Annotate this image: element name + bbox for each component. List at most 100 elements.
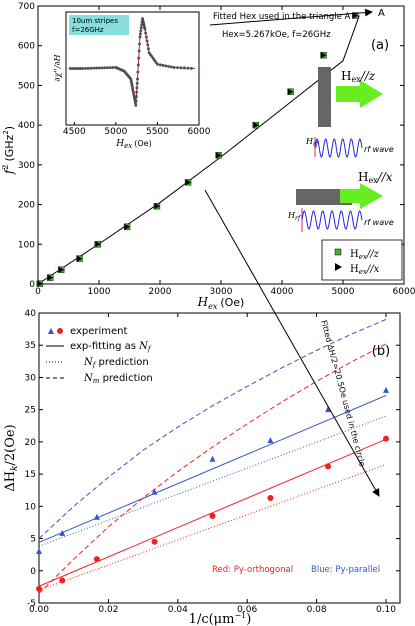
panel-b: 0.00 0.02 0.04 0.06 0.08 0.10 -5 0 5 10 15 20 25 30 35…: [3, 309, 401, 626]
series-line-solid: [38, 438, 387, 587]
point-triangle: [47, 274, 54, 281]
inset-point: [136, 70, 140, 74]
inset-tag-line1: 10um stripes: [72, 17, 118, 25]
x-tick-label: 3000: [210, 287, 233, 297]
inset-point: [103, 66, 107, 70]
inset-point: [89, 66, 93, 70]
b-x-tick-label: 0.06: [237, 605, 257, 615]
inset-point: [144, 31, 148, 35]
inset-point: [134, 103, 138, 107]
experiment-point-red: [267, 494, 274, 501]
point-triangle: [253, 122, 259, 129]
inset-point: [169, 65, 173, 69]
inset-point: [179, 66, 183, 70]
inset-point: [158, 63, 162, 67]
point-triangle: [124, 223, 131, 230]
inset-point: [137, 56, 141, 60]
experiment-point-red: [209, 513, 216, 519]
green-field-arrow-z: [336, 80, 383, 108]
series-line-dashed: [38, 318, 387, 539]
inset-point: [172, 65, 176, 69]
inset-point: [149, 53, 152, 57]
b-y-tick-label: 0: [30, 567, 36, 577]
rf-wave-2: [301, 210, 363, 230]
schematic-hex-x-label: Hex//x: [358, 170, 393, 185]
legend-nf-prediction: Nf prediction: [83, 357, 149, 369]
b-y-tick-label: 30: [25, 373, 37, 383]
b-y-tick-label: 10: [25, 502, 37, 512]
rf-wave-1: [314, 138, 363, 158]
panel-b-tag: (b): [372, 344, 390, 359]
inset-point: [144, 35, 148, 39]
inset-x-tick-label: 5000: [104, 127, 127, 137]
inset-point: [138, 35, 142, 39]
panel-a-legend: Hex//z Hex//x: [321, 239, 403, 281]
panel-a-marks: [36, 12, 360, 287]
panel-a-ylabel: f2(GHz2): [1, 126, 16, 175]
inset-point: [135, 86, 139, 90]
point-triangle: [58, 266, 65, 273]
point-triangle: [154, 203, 160, 210]
series-line-solid: [38, 395, 387, 543]
inset-tag-line2: f=26GHz: [72, 26, 104, 34]
point-triangle: [352, 12, 359, 19]
b-x-tick-label: 0.00: [29, 605, 49, 615]
inset-point: [143, 27, 147, 31]
panel-b-ylabel: ΔHk/2(Oe): [3, 424, 20, 491]
x-tick-label: 0: [35, 287, 41, 297]
inset-point: [153, 59, 157, 62]
inset-point: [136, 77, 139, 81]
y-tick-label: 0: [29, 280, 35, 290]
series-line-dotted: [38, 415, 387, 547]
inset-x-tick-label: 6000: [188, 127, 211, 137]
rf-wave-label-2: rf wave: [364, 218, 394, 227]
rf-wave-label-1: rf wave: [364, 145, 394, 154]
point-a-label: A: [378, 8, 385, 19]
b-y-tick-label: 25: [25, 406, 36, 416]
x-tick-label: 2000: [149, 287, 172, 297]
schematic-hex-z: Hex//z Hrf rf wave: [305, 67, 394, 158]
y-tick-label: 200: [18, 201, 35, 211]
point-triangle: [76, 255, 83, 262]
inset-point: [189, 66, 193, 70]
panel-a-ticks: 0 1000 2000 3000 4000 5000 6000 0 100 200 300 400 50…: [18, 2, 415, 297]
panel-a-annotation-line1: Fitted Hex used in the triangle A: [213, 12, 351, 22]
inset-plot: 4500 5000 5500 6000 10um stripes f=26GHz ∂χ…: [53, 11, 211, 150]
series-line-dashed: [38, 343, 387, 594]
legend-marker-triangle: [335, 263, 342, 271]
inset-point: [146, 47, 150, 51]
inset-point: [111, 66, 115, 69]
y-tick-label: 600: [18, 42, 35, 52]
inset-ylabel: ∂χ''/∂H: [53, 53, 62, 81]
inset-point: [139, 29, 143, 33]
b-y-tick-label: 40: [25, 309, 37, 319]
x-tick-label: 1000: [88, 287, 111, 297]
inset-ticks: 4500 5000 5500 6000: [63, 122, 211, 137]
inset-point: [167, 64, 170, 68]
b-y-tick-label: 5: [30, 535, 36, 545]
y-tick-label: 300: [18, 161, 35, 171]
inset-point: [145, 39, 149, 43]
point-triangle: [185, 179, 192, 186]
y-tick-label: 400: [18, 121, 35, 131]
panel-a-xlabel: Hex (Oe): [197, 295, 245, 311]
inset-x-tick-label: 4500: [63, 127, 86, 137]
b-x-tick-label: 0.04: [168, 605, 188, 615]
inset-xlabel: Hex (Oe): [115, 139, 151, 150]
inset-point: [154, 60, 158, 64]
legend-marker-square: [334, 248, 342, 256]
hrf-label-1: Hrf: [305, 137, 320, 148]
legend-marker-red-circle: [57, 328, 63, 334]
inset-point: [147, 51, 151, 55]
horizontal-stripe-bar: [296, 189, 352, 205]
inset-point: [108, 66, 112, 70]
legend-nm-prediction: Nm prediction: [83, 373, 153, 385]
inset-point: [135, 81, 139, 85]
schematic-hex-x: Hex//x Hrf rf wave: [287, 170, 394, 232]
inset-point: [138, 32, 142, 36]
y-tick-label: 100: [18, 240, 35, 250]
panel-a-legend-box: [321, 239, 403, 281]
panel-a-annotation-line2: Hex=5.267kOe, f=26GHz: [222, 30, 331, 40]
inset-point: [86, 66, 90, 70]
inset-point: [83, 66, 87, 70]
